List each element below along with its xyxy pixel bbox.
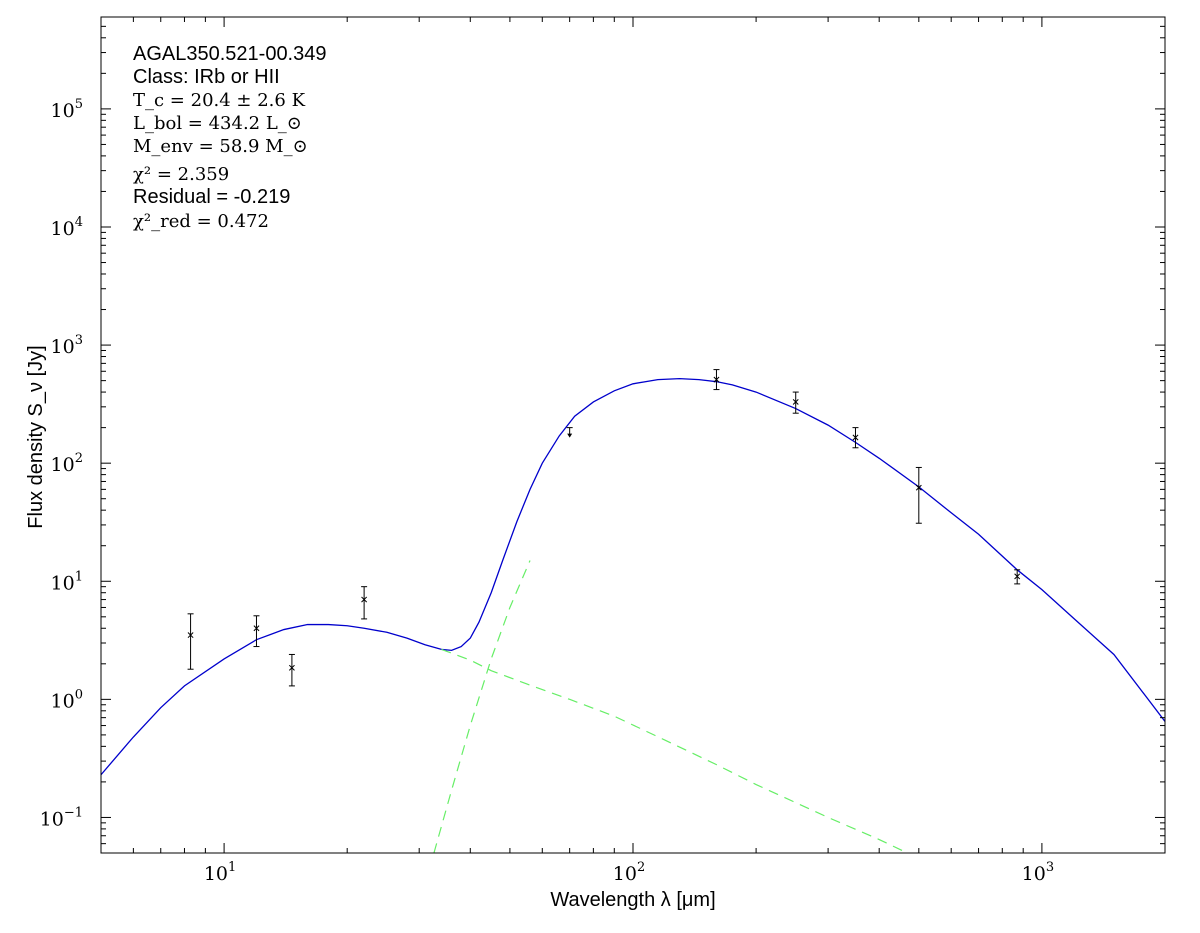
y-tick-label: 104 xyxy=(51,215,83,240)
data-point xyxy=(713,369,720,391)
y-axis-label: Flux density S_ν [Jy] xyxy=(25,345,47,528)
tick-exponent: 2 xyxy=(75,451,83,466)
data-point xyxy=(187,613,194,670)
annotation-block: AGAL350.521-00.349 Class: IRb or HII T_c… xyxy=(133,43,327,232)
source-name: AGAL350.521-00.349 xyxy=(133,43,327,65)
data-point xyxy=(792,391,799,414)
tick-base: 10 xyxy=(51,572,75,594)
tick-base: 10 xyxy=(1022,863,1046,885)
model-layer xyxy=(101,377,1165,853)
point-marker xyxy=(187,632,194,639)
series-model-total xyxy=(101,377,1165,776)
y-tick-label: 102 xyxy=(51,451,83,476)
tick-exponent: 3 xyxy=(1046,860,1054,875)
data-point xyxy=(915,466,922,524)
tick-base: 10 xyxy=(51,336,75,358)
y-tick-label: 103 xyxy=(51,333,83,358)
point-marker xyxy=(361,596,368,603)
point-marker xyxy=(288,664,295,671)
x-tick-label: 101 xyxy=(204,860,236,885)
y-tick-label: 100 xyxy=(51,687,83,712)
tick-exponent: 2 xyxy=(637,860,645,875)
data-point xyxy=(288,653,295,687)
tick-base: 10 xyxy=(613,863,637,885)
tick-base: 10 xyxy=(204,863,228,885)
point-marker xyxy=(253,625,260,632)
y-tick-label: 10−1 xyxy=(40,805,83,830)
upper-limit-arrow xyxy=(567,433,573,438)
x-axis-label: Wavelength λ [μm] xyxy=(550,889,715,911)
menv-label: M_env = 58.9 M_⊙ xyxy=(133,136,308,157)
point-marker xyxy=(713,376,720,383)
data-point xyxy=(361,586,368,620)
tick-exponent: −1 xyxy=(64,805,83,820)
x-tick-label: 102 xyxy=(613,860,645,885)
tick-exponent: 5 xyxy=(75,97,83,112)
chi2-label: χ² = 2.359 xyxy=(133,164,229,185)
points-layer xyxy=(187,369,1021,687)
point-marker xyxy=(1014,573,1021,580)
tc-label: T_c = 20.4 ± 2.6 K xyxy=(133,90,306,111)
class-label: Class: IRb or HII xyxy=(133,66,280,88)
tick-base: 10 xyxy=(40,808,64,830)
series-model-warm xyxy=(441,648,909,853)
chi2red-label: χ²_red = 0.472 xyxy=(133,211,269,232)
series-model-cold xyxy=(433,560,531,853)
tick-base: 10 xyxy=(51,218,75,240)
point-marker xyxy=(852,434,859,441)
tick-exponent: 1 xyxy=(228,860,236,875)
data-point xyxy=(253,615,260,648)
y-tick-label: 101 xyxy=(51,569,83,594)
data-point xyxy=(852,427,859,449)
tick-exponent: 4 xyxy=(75,215,83,230)
tick-base: 10 xyxy=(51,690,75,712)
point-marker xyxy=(915,484,922,491)
y-tick-label: 105 xyxy=(51,97,83,122)
tick-base: 10 xyxy=(51,454,75,476)
lbol-label: L_bol = 434.2 L_⊙ xyxy=(133,113,302,134)
point-marker xyxy=(792,398,799,405)
tick-base: 10 xyxy=(51,100,75,122)
upper-limit-point xyxy=(566,427,573,438)
x-tick-label: 103 xyxy=(1022,860,1054,885)
residual-label: Residual = -0.219 xyxy=(133,186,290,208)
data-point xyxy=(1014,569,1021,585)
tick-exponent: 0 xyxy=(75,687,83,702)
tick-exponent: 3 xyxy=(75,333,83,348)
tick-exponent: 1 xyxy=(75,569,83,584)
